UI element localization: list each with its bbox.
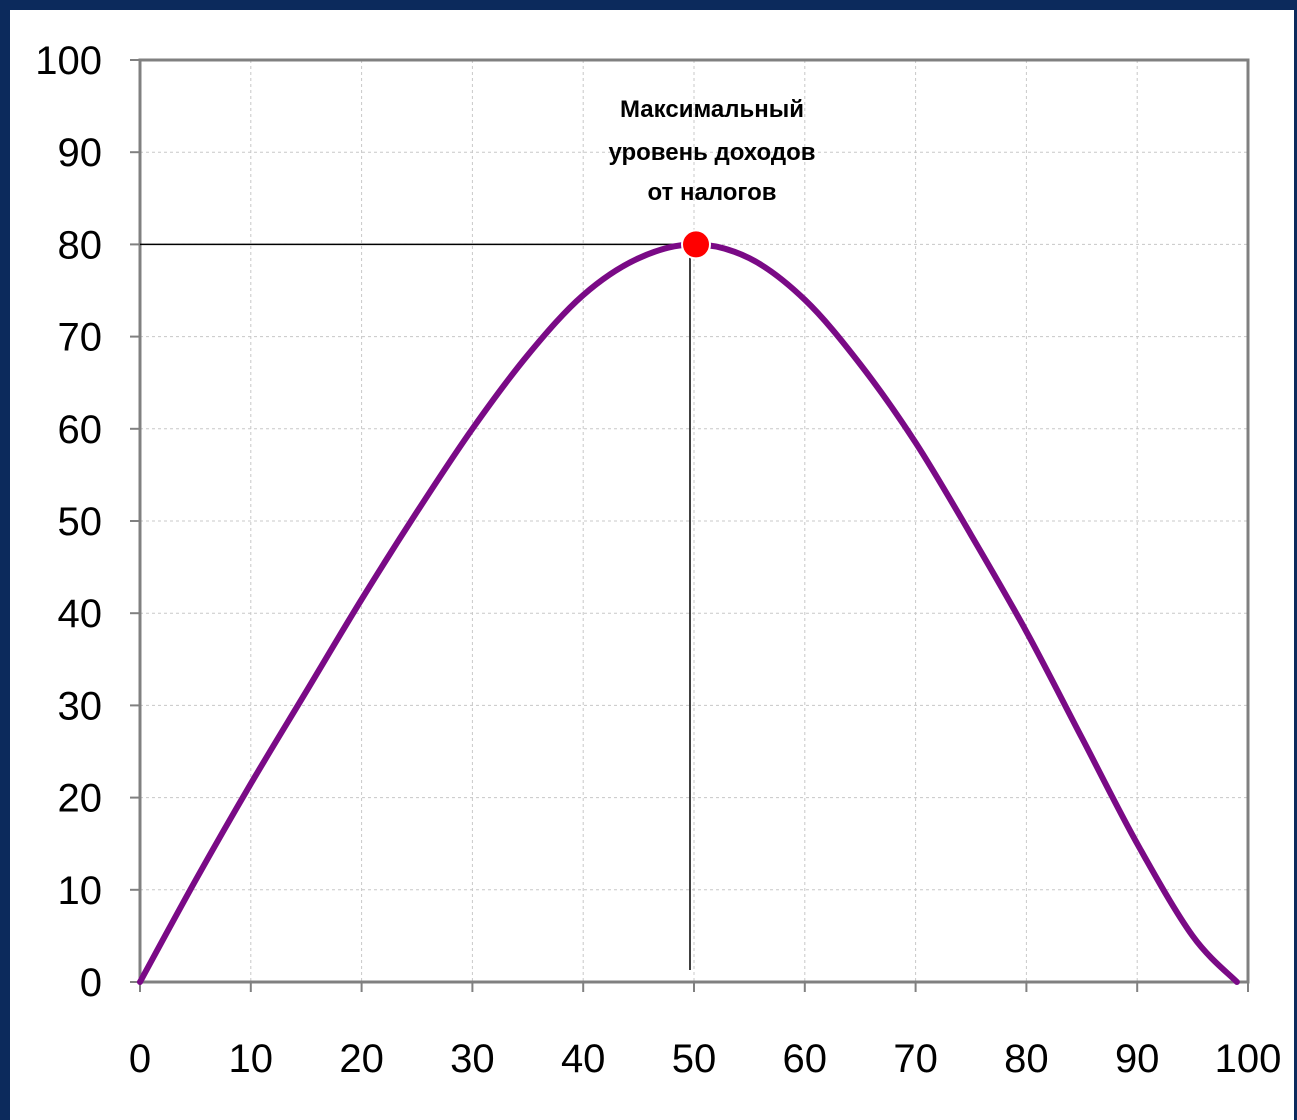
x-tick-label: 60	[783, 1037, 828, 1081]
annotation-line-3: от налогов	[647, 179, 776, 206]
y-tick-label: 0	[80, 961, 102, 1005]
x-tick-label: 70	[893, 1037, 938, 1081]
y-tick-label: 90	[58, 131, 103, 175]
x-tick-labels: 0 10 20 30 40 50 60 70 80 90 100	[129, 1037, 1282, 1081]
x-tick-label: 20	[339, 1037, 384, 1081]
y-tick-label: 60	[58, 408, 103, 452]
y-tick-label: 80	[58, 223, 103, 267]
x-tick-label: 10	[229, 1037, 274, 1081]
y-tick-label: 40	[58, 592, 103, 636]
x-tick-label: 0	[129, 1037, 151, 1081]
y-tick-labels: 0 10 20 30 40 50 60 70 80 90 100	[35, 39, 102, 1005]
x-tick-label: 80	[1004, 1037, 1049, 1081]
y-tick-label: 30	[58, 684, 103, 728]
y-tick-label: 70	[58, 316, 103, 360]
max-revenue-point	[681, 229, 711, 260]
y-tick-label: 20	[58, 777, 103, 821]
x-tick-label: 50	[672, 1037, 717, 1081]
y-tick-label: 100	[35, 39, 102, 83]
x-tick-label: 100	[1215, 1037, 1282, 1081]
annotation-line-1: Максимальный	[620, 96, 804, 123]
x-tick-label: 90	[1115, 1037, 1160, 1081]
y-tick-label: 50	[58, 500, 103, 544]
point-layer	[681, 229, 711, 260]
guide-layer	[140, 243, 694, 970]
x-tick-label: 40	[561, 1037, 606, 1081]
x-tick-label: 30	[450, 1037, 495, 1081]
y-tick-label: 10	[58, 869, 103, 913]
annotation-line-2: уровень доходов	[608, 139, 815, 166]
